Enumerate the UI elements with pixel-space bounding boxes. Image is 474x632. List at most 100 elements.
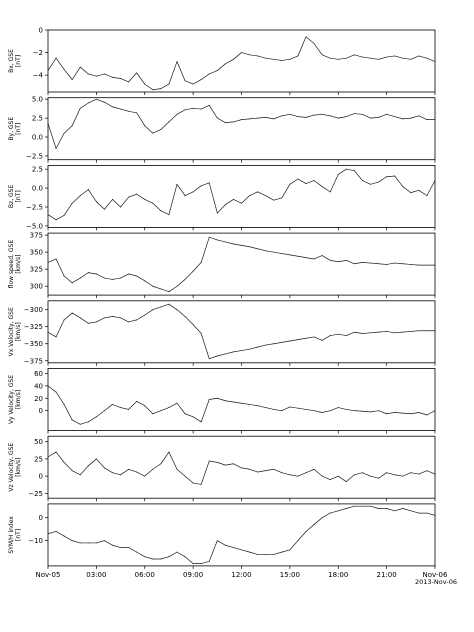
data-point <box>402 475 404 477</box>
series-line <box>47 98 435 149</box>
data-point <box>249 118 251 120</box>
data-point <box>329 57 331 59</box>
data-point <box>192 270 194 272</box>
data-point <box>241 402 242 404</box>
data-point <box>103 73 105 75</box>
data-point <box>394 412 396 413</box>
data-point <box>168 214 170 215</box>
data-point <box>434 119 436 121</box>
data-point <box>281 410 283 412</box>
data-point <box>418 115 420 117</box>
data-point <box>144 556 146 558</box>
data-point <box>434 410 436 412</box>
data-point <box>176 468 178 470</box>
data-point <box>103 101 105 103</box>
data-point <box>305 337 307 339</box>
data-point <box>361 472 363 474</box>
data-point <box>47 385 49 387</box>
data-point <box>232 351 234 353</box>
data-point <box>112 404 113 405</box>
data-point <box>112 106 113 108</box>
data-point <box>370 332 371 334</box>
panel-frame <box>47 368 436 431</box>
data-point <box>402 57 404 59</box>
data-point <box>224 122 226 124</box>
data-point <box>281 59 283 61</box>
data-point <box>120 474 122 476</box>
x-tick-label: 03:00 <box>86 571 106 579</box>
data-point <box>321 412 323 413</box>
panel-frame <box>47 232 436 296</box>
data-point <box>55 531 57 532</box>
data-point <box>281 341 283 343</box>
data-point <box>128 321 130 323</box>
data-point <box>265 470 267 472</box>
data-point <box>305 36 307 38</box>
y-tick-label: −300 <box>24 306 43 314</box>
data-point <box>426 470 428 472</box>
y-tick-label: −375 <box>24 357 43 365</box>
data-point <box>128 196 130 198</box>
data-point <box>402 508 404 509</box>
y-axis-label: Bz, GSE <box>8 185 15 209</box>
data-point <box>176 285 178 287</box>
data-point <box>160 463 162 465</box>
data-point <box>184 413 186 415</box>
data-point <box>47 214 49 215</box>
date-label: 2013-Nov-06 <box>415 578 458 586</box>
panel-frame <box>47 435 436 499</box>
data-point <box>361 333 363 334</box>
data-point <box>378 116 380 118</box>
data-point <box>297 407 299 409</box>
x-tick-label: Nov-05 <box>36 571 61 579</box>
data-point <box>353 505 355 507</box>
data-point <box>232 121 234 123</box>
data-point <box>345 259 347 261</box>
data-point <box>200 185 202 187</box>
data-point <box>160 129 162 130</box>
data-point <box>168 556 170 558</box>
data-point <box>337 510 339 512</box>
data-point <box>345 57 347 59</box>
data-point <box>216 239 218 241</box>
data-point <box>241 119 242 121</box>
data-point <box>426 330 428 332</box>
data-point <box>224 544 226 546</box>
data-point <box>353 263 355 265</box>
data-point <box>136 471 138 473</box>
data-point <box>329 115 331 117</box>
data-point <box>192 107 194 109</box>
data-point <box>63 404 65 405</box>
data-point <box>112 198 113 200</box>
data-point <box>386 472 388 474</box>
data-point <box>79 317 81 319</box>
data-point <box>418 55 420 57</box>
data-point <box>345 116 347 118</box>
data-point <box>361 180 363 181</box>
y-axis-label: [km/s] <box>15 458 22 477</box>
data-point <box>120 547 122 548</box>
data-point <box>321 475 323 477</box>
data-point <box>168 121 170 123</box>
data-point <box>337 333 339 335</box>
data-point <box>313 336 315 338</box>
panel-frame <box>47 164 436 228</box>
data-point <box>337 117 339 119</box>
data-point <box>95 201 97 203</box>
data-point <box>249 551 251 553</box>
data-point <box>249 468 251 470</box>
y-axis-label: Bx, GSE <box>8 49 15 73</box>
data-point <box>241 467 242 469</box>
data-point <box>152 413 154 415</box>
y-axis-label: SYM/H index <box>8 516 15 554</box>
data-point <box>378 331 380 333</box>
data-point <box>224 353 226 355</box>
data-point <box>321 54 323 56</box>
data-point <box>208 104 210 106</box>
y-tick-label: 325 <box>30 266 43 274</box>
data-point <box>297 540 299 542</box>
data-point <box>329 335 331 336</box>
data-point <box>273 408 275 410</box>
data-point <box>47 122 49 124</box>
data-point <box>55 258 57 260</box>
